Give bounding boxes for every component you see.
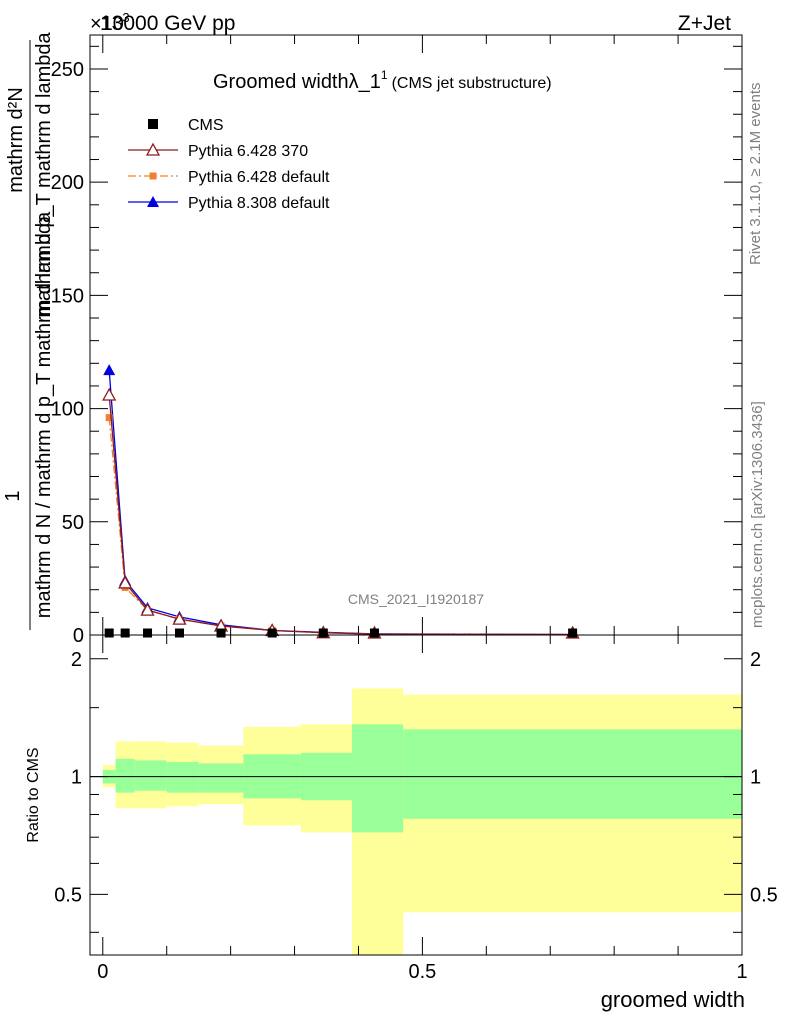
ratio-panel: 0.5 0.5 1 1 2 2 0 0.5 1 Ratio to CMS groomed wid… xyxy=(25,634,778,1012)
ratio-ytick-label-0: 0.5 xyxy=(54,884,82,906)
plot-title-main: Groomed widthλ_1 xyxy=(213,71,381,93)
legend-label-2: Pythia 6.428 default xyxy=(188,169,330,186)
legend-label-3: Pythia 8.308 default xyxy=(188,195,330,212)
watermark: CMS_2021_I1920187 xyxy=(348,591,484,607)
main-panel: 0 50 100 150 200 250 CMS_2021_I1920187 Groome… xyxy=(51,34,743,647)
main-series xyxy=(102,364,580,639)
series-0-point-4 xyxy=(216,628,226,638)
main-ytick-label-5: 250 xyxy=(51,59,84,81)
main-ytick-label-0: 0 xyxy=(73,625,84,647)
plot-title-note: (CMS jet substructure) xyxy=(392,75,552,92)
ratio-xtick-label-1: 0.5 xyxy=(408,961,436,983)
ratio-band-inner-3 xyxy=(166,761,199,793)
main-yticks: 0 50 100 150 200 250 xyxy=(51,35,743,647)
ratio-bands xyxy=(102,688,742,955)
series-0-point-3 xyxy=(174,628,184,638)
main-ytick-label-3: 150 xyxy=(51,285,84,307)
series-1-point-2 xyxy=(140,602,155,616)
series-0-point-2 xyxy=(143,628,153,638)
ratio-ytick-label-right-1: 1 xyxy=(750,767,761,789)
ylabel-top: 1 xyxy=(2,490,24,501)
series-0-point-0 xyxy=(104,628,114,638)
axis-multiplier-exponent: -3 xyxy=(118,10,130,25)
legend: CMS Pythia 6.428 370 Pythia 6.428 default P… xyxy=(128,117,330,212)
ratio-band-inner-7 xyxy=(352,724,404,833)
ratio-ytick-label-right-2: 2 xyxy=(750,649,761,671)
ratio-ylabel: Ratio to CMS xyxy=(25,747,42,842)
series-1-point-3 xyxy=(172,611,187,625)
axis-multiplier: ×10 xyxy=(90,13,124,35)
ratio-ticks: 0.5 0.5 1 1 2 2 0 0.5 1 xyxy=(54,635,778,983)
plot-title: Groomed widthλ_11 (CMS jet substructure) xyxy=(213,68,552,93)
plot-title-sup: 1 xyxy=(381,68,388,82)
legend-marker-3 xyxy=(147,196,159,207)
main-ytick-label-4: 200 xyxy=(51,172,84,194)
ratio-band-inner-8 xyxy=(403,729,742,819)
rivet-label: Rivet 3.1.10, ≥ 2.1M events xyxy=(747,83,764,266)
main-ytick-label-2: 100 xyxy=(51,399,84,421)
series-line-2 xyxy=(108,417,573,636)
ratio-frame xyxy=(89,634,743,956)
series-1-point-0 xyxy=(102,387,117,401)
ratio-band-inner-4 xyxy=(198,763,244,793)
ratio-ytick-label-right-0: 0.5 xyxy=(750,884,778,906)
legend-label-0: CMS xyxy=(188,117,224,134)
series-1-point-1 xyxy=(118,575,133,589)
main-ytick-label-1: 50 xyxy=(62,512,84,534)
series-0-point-7 xyxy=(369,628,379,638)
legend-marker-1 xyxy=(145,142,161,156)
main-ylabel: 1 mathrm d²N mathrm d p_T mathrm d lambd… xyxy=(2,31,55,630)
series-2-point-0 xyxy=(105,414,113,422)
ratio-ytick-label-2: 2 xyxy=(71,649,82,671)
ylabel-bottom: mathrm d N / mathrm d p_T mathrm d lambd… xyxy=(33,211,55,618)
series-line-1 xyxy=(108,394,573,636)
ratio-ytick-label-1: 1 xyxy=(71,767,82,789)
series-0-point-5 xyxy=(267,628,277,638)
legend-marker-0 xyxy=(148,119,158,129)
ratio-band-inner-2 xyxy=(134,760,167,791)
ylabel-numerator: mathrm d²N xyxy=(5,87,27,193)
ylabel-denominator: mathrm d p_T mathrm d lambda xyxy=(33,31,55,317)
ratio-band-inner-1 xyxy=(115,758,135,793)
ratio-xtick-label-2: 1 xyxy=(736,961,747,983)
series-3-point-0 xyxy=(103,364,116,376)
x-axis-label: groomed width xyxy=(601,987,745,1012)
ratio-xtick-label-0: 0 xyxy=(97,961,108,983)
legend-marker-2 xyxy=(149,172,157,180)
header-left: 13000 GeV pp xyxy=(100,12,235,35)
mcplots-label: mcplots.cern.ch [arXiv:1306.3436] xyxy=(749,401,766,628)
series-0-point-8 xyxy=(568,628,578,638)
header-right: Z+Jet xyxy=(678,12,731,35)
series-line-3 xyxy=(108,370,573,636)
series-0-point-6 xyxy=(318,628,328,638)
series-0-point-1 xyxy=(120,628,130,638)
legend-label-1: Pythia 6.428 370 xyxy=(188,143,308,160)
